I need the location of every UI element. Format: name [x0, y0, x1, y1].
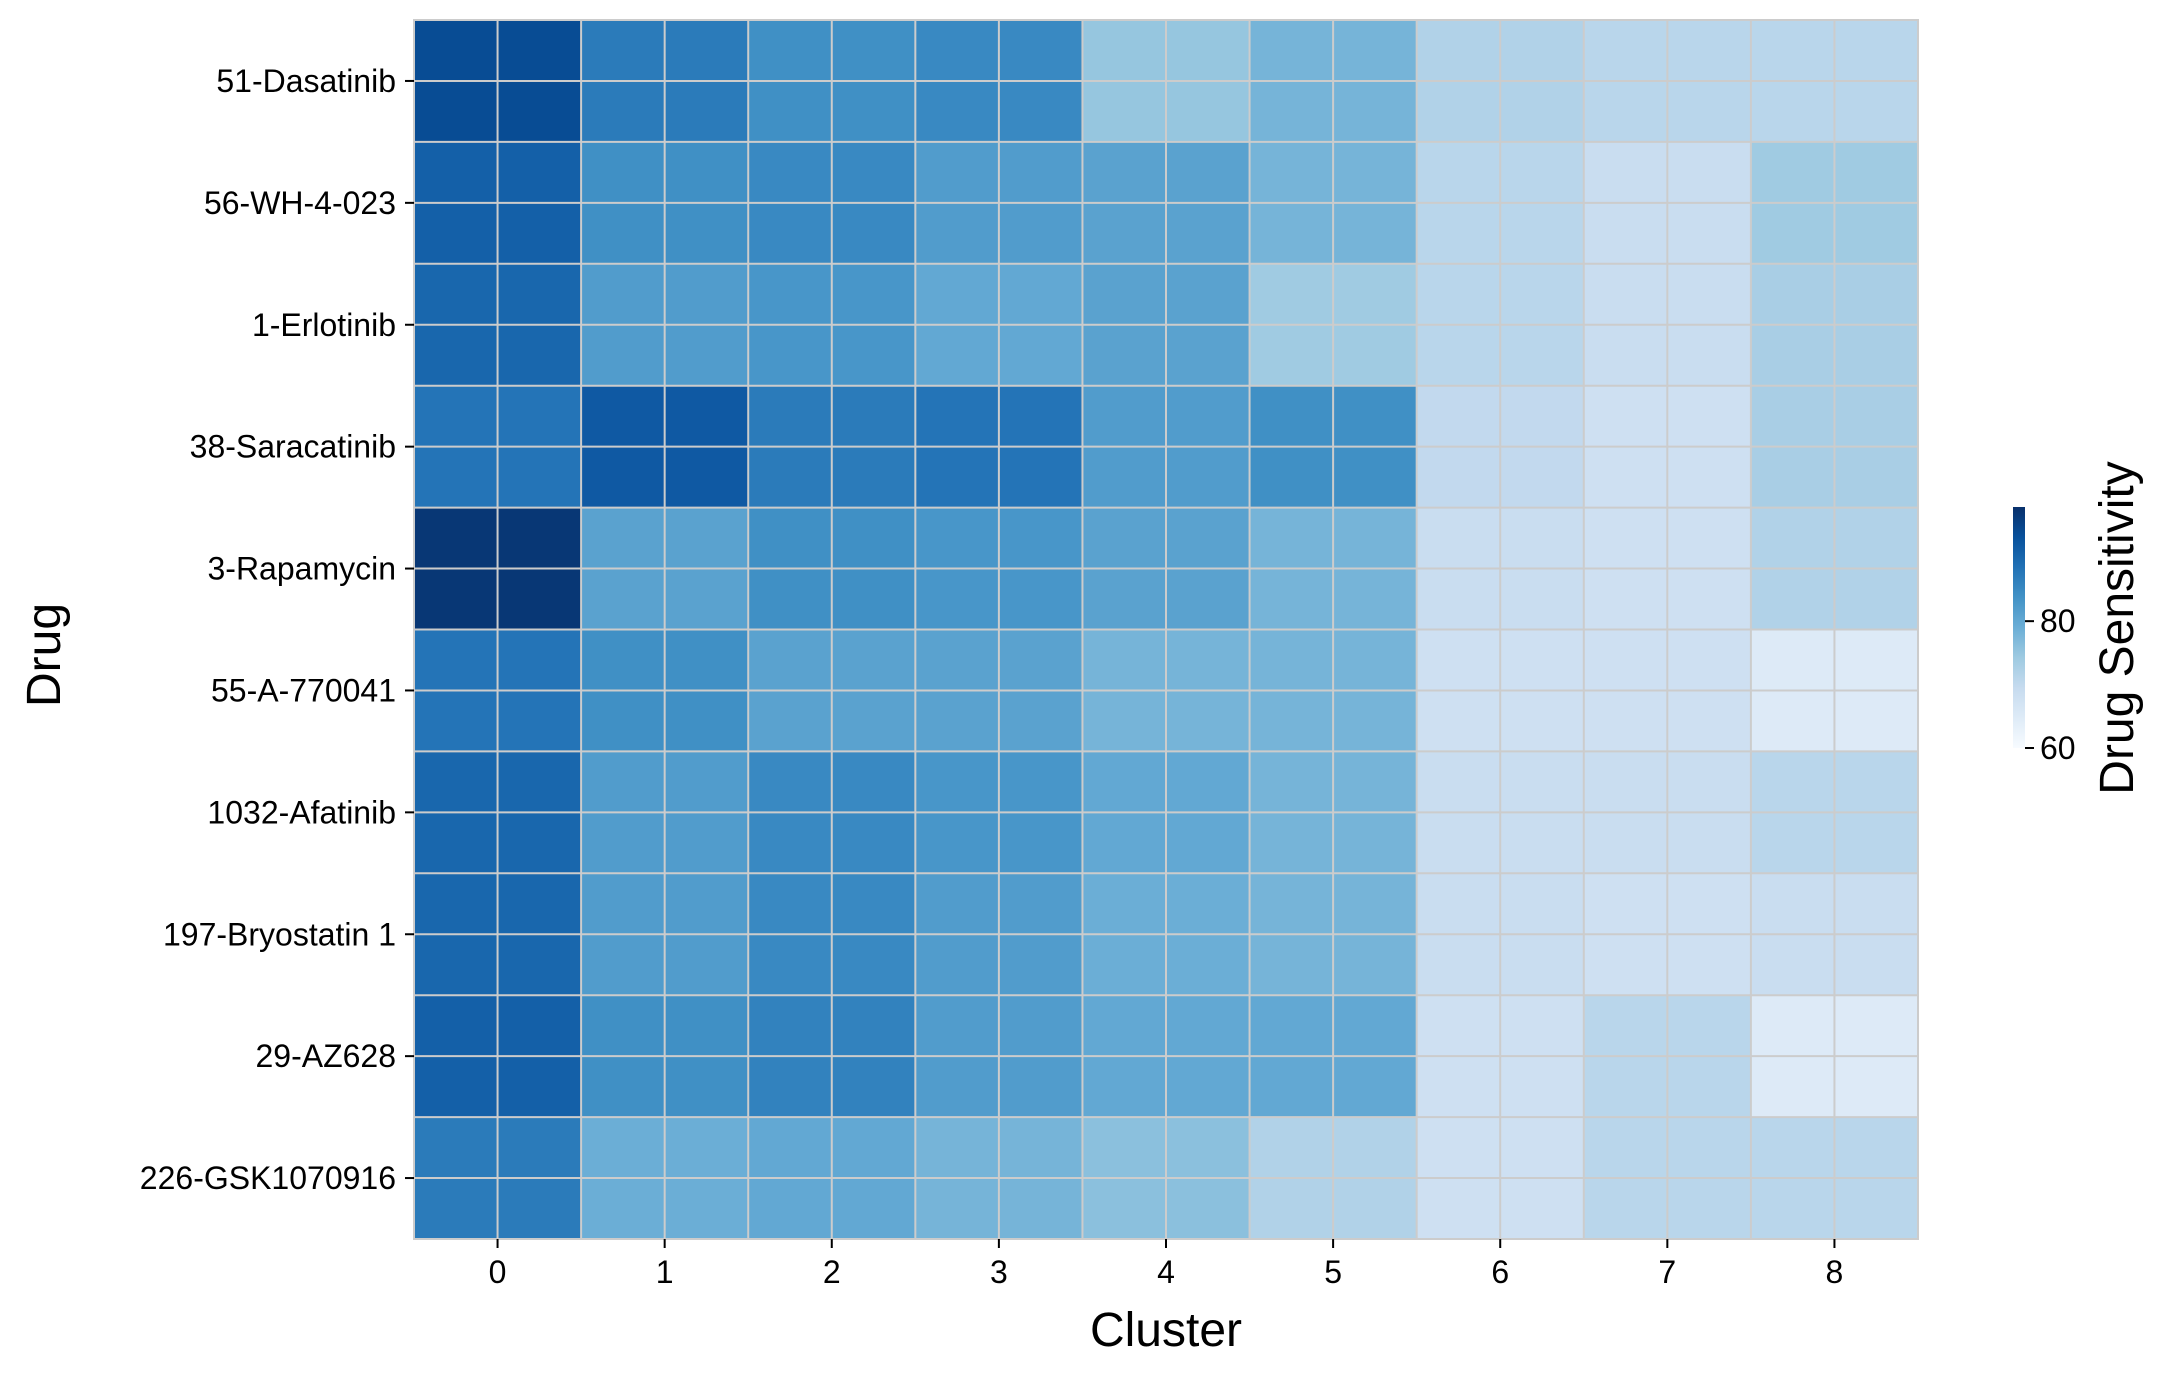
x-tick-label: 1	[656, 1254, 674, 1290]
heatmap-grid	[414, 20, 1918, 1239]
x-tick-label: 3	[990, 1254, 1008, 1290]
y-tick-label: 197-Bryostatin 1	[163, 916, 396, 952]
colorbar-tick-label: 80	[2040, 603, 2076, 639]
y-tick-label: 1-Erlotinib	[252, 307, 396, 343]
colorbar: 60 80 Drug Sensitivity	[2013, 461, 2144, 795]
y-tick-label: 29-AZ628	[255, 1038, 396, 1074]
y-tick-label: 226-GSK1070916	[140, 1160, 396, 1196]
y-axis-ticks: 51-Dasatinib 56-WH-4-023 1-Erlotinib 38-Sar…	[140, 63, 414, 1196]
colorbar-label: Drug Sensitivity	[2091, 461, 2144, 794]
y-tick-label: 3-Rapamycin	[207, 551, 396, 587]
y-tick-label: 51-Dasatinib	[216, 63, 396, 99]
x-tick-label: 0	[489, 1254, 507, 1290]
x-tick-label: 2	[823, 1254, 841, 1290]
colorbar-ticks: 60 80	[2025, 603, 2076, 766]
y-tick-label: 1032-Afatinib	[207, 794, 396, 830]
colorbar-gradient	[2013, 507, 2025, 748]
y-tick-label: 55-A-770041	[211, 672, 396, 708]
x-axis-ticks: 0 1 2 3 4 5 6 7 8	[489, 1239, 1844, 1290]
y-tick-label: 38-Saracatinib	[190, 429, 396, 465]
x-tick-label: 6	[1491, 1254, 1509, 1290]
x-tick-label: 8	[1826, 1254, 1844, 1290]
y-tick-label: 56-WH-4-023	[204, 185, 396, 221]
y-axis-label: Drug	[18, 603, 71, 707]
x-axis-label: Cluster	[1090, 1304, 1242, 1357]
colorbar-tick-label: 60	[2040, 730, 2076, 766]
x-tick-label: 7	[1658, 1254, 1676, 1290]
x-tick-label: 5	[1324, 1254, 1342, 1290]
x-tick-label: 4	[1157, 1254, 1175, 1290]
